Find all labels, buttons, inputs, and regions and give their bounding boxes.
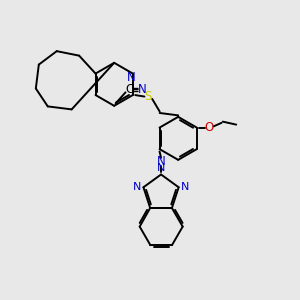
Text: N: N	[133, 182, 141, 192]
Text: N: N	[157, 155, 165, 168]
Text: N: N	[127, 70, 136, 84]
Text: N: N	[157, 163, 165, 173]
Text: N: N	[181, 182, 189, 192]
Text: S: S	[145, 90, 152, 103]
Text: N: N	[138, 83, 147, 96]
Text: O: O	[205, 121, 214, 134]
Text: C: C	[125, 83, 133, 96]
